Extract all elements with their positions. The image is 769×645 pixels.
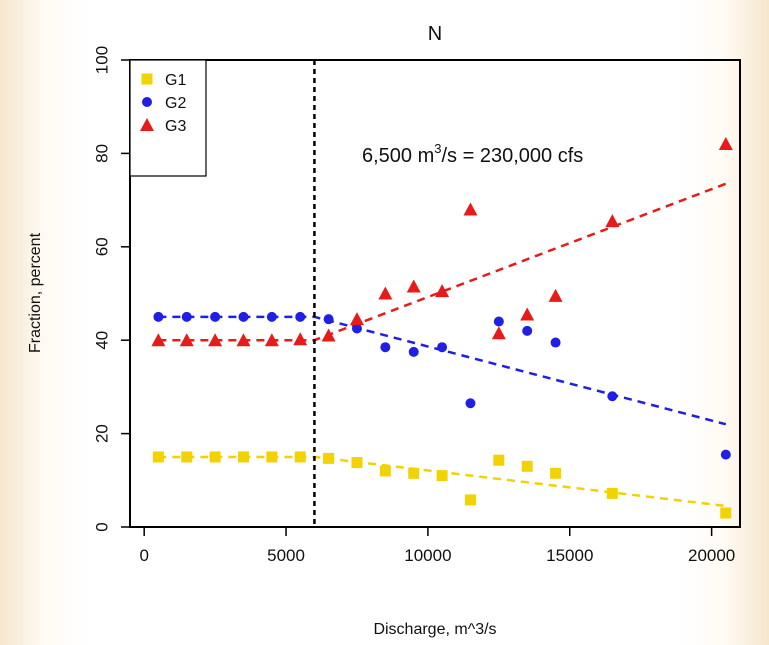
point-g2 bbox=[465, 398, 476, 409]
point-g2 bbox=[522, 325, 533, 336]
point-g3 bbox=[718, 137, 733, 151]
point-g2 bbox=[153, 311, 164, 322]
x-axis-label: Discharge, m^3/s bbox=[373, 621, 496, 638]
chart-title: N bbox=[428, 23, 442, 45]
point-g1 bbox=[323, 452, 335, 464]
point-g2 bbox=[493, 316, 504, 327]
legend-box bbox=[129, 59, 207, 177]
legend-marker-g2 bbox=[142, 97, 152, 107]
point-g2 bbox=[437, 342, 448, 353]
point-g1 bbox=[294, 451, 306, 463]
point-g3 bbox=[520, 307, 535, 321]
x-tick-label: 5000 bbox=[267, 546, 305, 565]
point-g2 bbox=[295, 311, 306, 322]
x-tick-label: 10000 bbox=[404, 546, 451, 565]
point-g1 bbox=[379, 465, 391, 477]
legend-label-g3: G3 bbox=[165, 118, 186, 135]
point-g2 bbox=[181, 311, 192, 322]
annotation-superscript: 3 bbox=[434, 141, 441, 156]
point-g3 bbox=[321, 328, 336, 342]
point-g2 bbox=[210, 311, 221, 322]
point-g1 bbox=[209, 451, 221, 463]
point-g3 bbox=[264, 333, 279, 347]
point-g1 bbox=[521, 460, 533, 472]
x-tick-label: 15000 bbox=[546, 546, 593, 565]
annotation-post: /s = 230,000 cfs bbox=[442, 145, 584, 167]
trend-line-g2 bbox=[158, 315, 727, 426]
point-g2 bbox=[408, 346, 419, 357]
y-tick-label: 20 bbox=[93, 424, 112, 443]
point-g3 bbox=[293, 332, 308, 346]
annotation-pre: 6,500 m bbox=[362, 145, 434, 167]
point-g2 bbox=[550, 337, 561, 348]
point-g3 bbox=[151, 333, 166, 347]
point-g2 bbox=[323, 314, 334, 325]
point-g1 bbox=[266, 451, 278, 463]
y-axis: 0 20 40 60 80 100 bbox=[93, 46, 130, 532]
point-g2 bbox=[266, 311, 277, 322]
point-g1 bbox=[152, 451, 164, 463]
legend-marker-g1 bbox=[141, 73, 153, 85]
legend-label-g2: G2 bbox=[165, 95, 186, 112]
point-g1 bbox=[720, 507, 732, 519]
point-g1 bbox=[550, 467, 562, 479]
y-tick-label: 100 bbox=[93, 46, 112, 74]
point-g3 bbox=[236, 333, 251, 347]
point-g3 bbox=[491, 326, 506, 340]
y-tick-label: 0 bbox=[93, 522, 112, 531]
y-tick-label: 80 bbox=[93, 144, 112, 163]
point-g2 bbox=[607, 391, 618, 402]
plot-frame bbox=[129, 59, 741, 528]
point-g2 bbox=[380, 342, 391, 353]
legend-marker-g3 bbox=[140, 118, 154, 131]
point-g3 bbox=[435, 284, 450, 298]
y-tick-label: 60 bbox=[93, 237, 112, 256]
legend-label-g1: G1 bbox=[165, 72, 186, 89]
legend: G1 G2 G3 bbox=[129, 59, 207, 177]
point-g1 bbox=[493, 454, 505, 466]
point-g2 bbox=[238, 311, 249, 322]
point-g1 bbox=[464, 494, 476, 506]
point-g3 bbox=[349, 312, 364, 326]
x-axis: 0 5000 10000 15000 20000 bbox=[139, 527, 735, 565]
point-g3 bbox=[406, 279, 421, 293]
point-g3 bbox=[463, 202, 478, 216]
point-g1 bbox=[351, 457, 363, 469]
point-g1 bbox=[606, 487, 618, 499]
y-axis-label: Fraction, percent bbox=[27, 232, 44, 353]
point-g1 bbox=[408, 467, 420, 479]
point-g3 bbox=[548, 288, 563, 302]
discharge-annotation: 6,500 m3/s = 230,000 cfs bbox=[362, 141, 583, 167]
point-g2 bbox=[720, 449, 731, 460]
point-g3 bbox=[605, 214, 620, 228]
x-tick-label: 0 bbox=[139, 546, 148, 565]
y-tick-label: 40 bbox=[93, 331, 112, 350]
point-g1 bbox=[181, 451, 193, 463]
point-g1 bbox=[436, 470, 448, 482]
point-g1 bbox=[237, 451, 249, 463]
data-points bbox=[151, 137, 733, 519]
point-g3 bbox=[378, 286, 393, 300]
point-g2 bbox=[351, 323, 362, 334]
x-tick-label: 20000 bbox=[688, 546, 735, 565]
trend-line-g1 bbox=[158, 455, 726, 508]
point-g3 bbox=[208, 333, 223, 347]
point-g3 bbox=[179, 333, 194, 347]
